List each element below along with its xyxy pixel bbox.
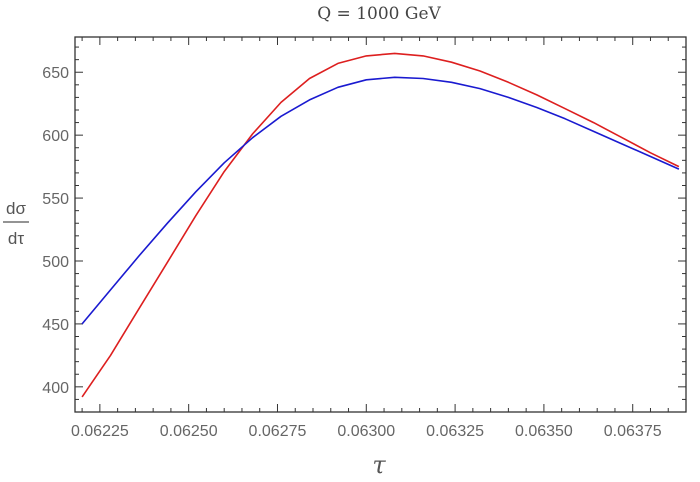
y-tick-labels: 400 450 500 550 600 650: [42, 65, 69, 397]
x-tick-label: 0.06350: [515, 423, 573, 440]
y-tick-label: 650: [42, 65, 69, 82]
y-axis-label: dσ dτ: [3, 199, 29, 248]
y-tick-label: 550: [42, 191, 69, 208]
y-tick-label: 500: [42, 254, 69, 271]
chart-title: Q = 1000 GeV: [317, 4, 441, 24]
x-tick-label: 0.06250: [160, 423, 218, 440]
y-tick-label: 400: [42, 380, 69, 397]
y-tick-label: 600: [42, 128, 69, 145]
x-tick-labels: 0.06225 0.06250 0.06275 0.06300 0.06325 0.063…: [71, 423, 662, 440]
x-tick-label: 0.06300: [337, 423, 395, 440]
plot-frame: [74, 36, 687, 413]
series-line-2: [81, 76, 680, 325]
y-axis-label-denominator: dτ: [8, 229, 24, 248]
x-axis-label: τ: [372, 451, 386, 479]
x-tick-label: 0.06375: [604, 423, 662, 440]
plot-lines: [81, 52, 680, 398]
x-tick-label: 0.06225: [71, 423, 129, 440]
series-line-1: [81, 52, 680, 398]
y-axis-label-numerator: dσ: [6, 199, 26, 218]
x-tick-label: 0.06325: [426, 423, 484, 440]
axis-ticks: [75, 37, 687, 413]
x-tick-label: 0.06275: [249, 423, 307, 440]
y-tick-label: 450: [42, 317, 69, 334]
